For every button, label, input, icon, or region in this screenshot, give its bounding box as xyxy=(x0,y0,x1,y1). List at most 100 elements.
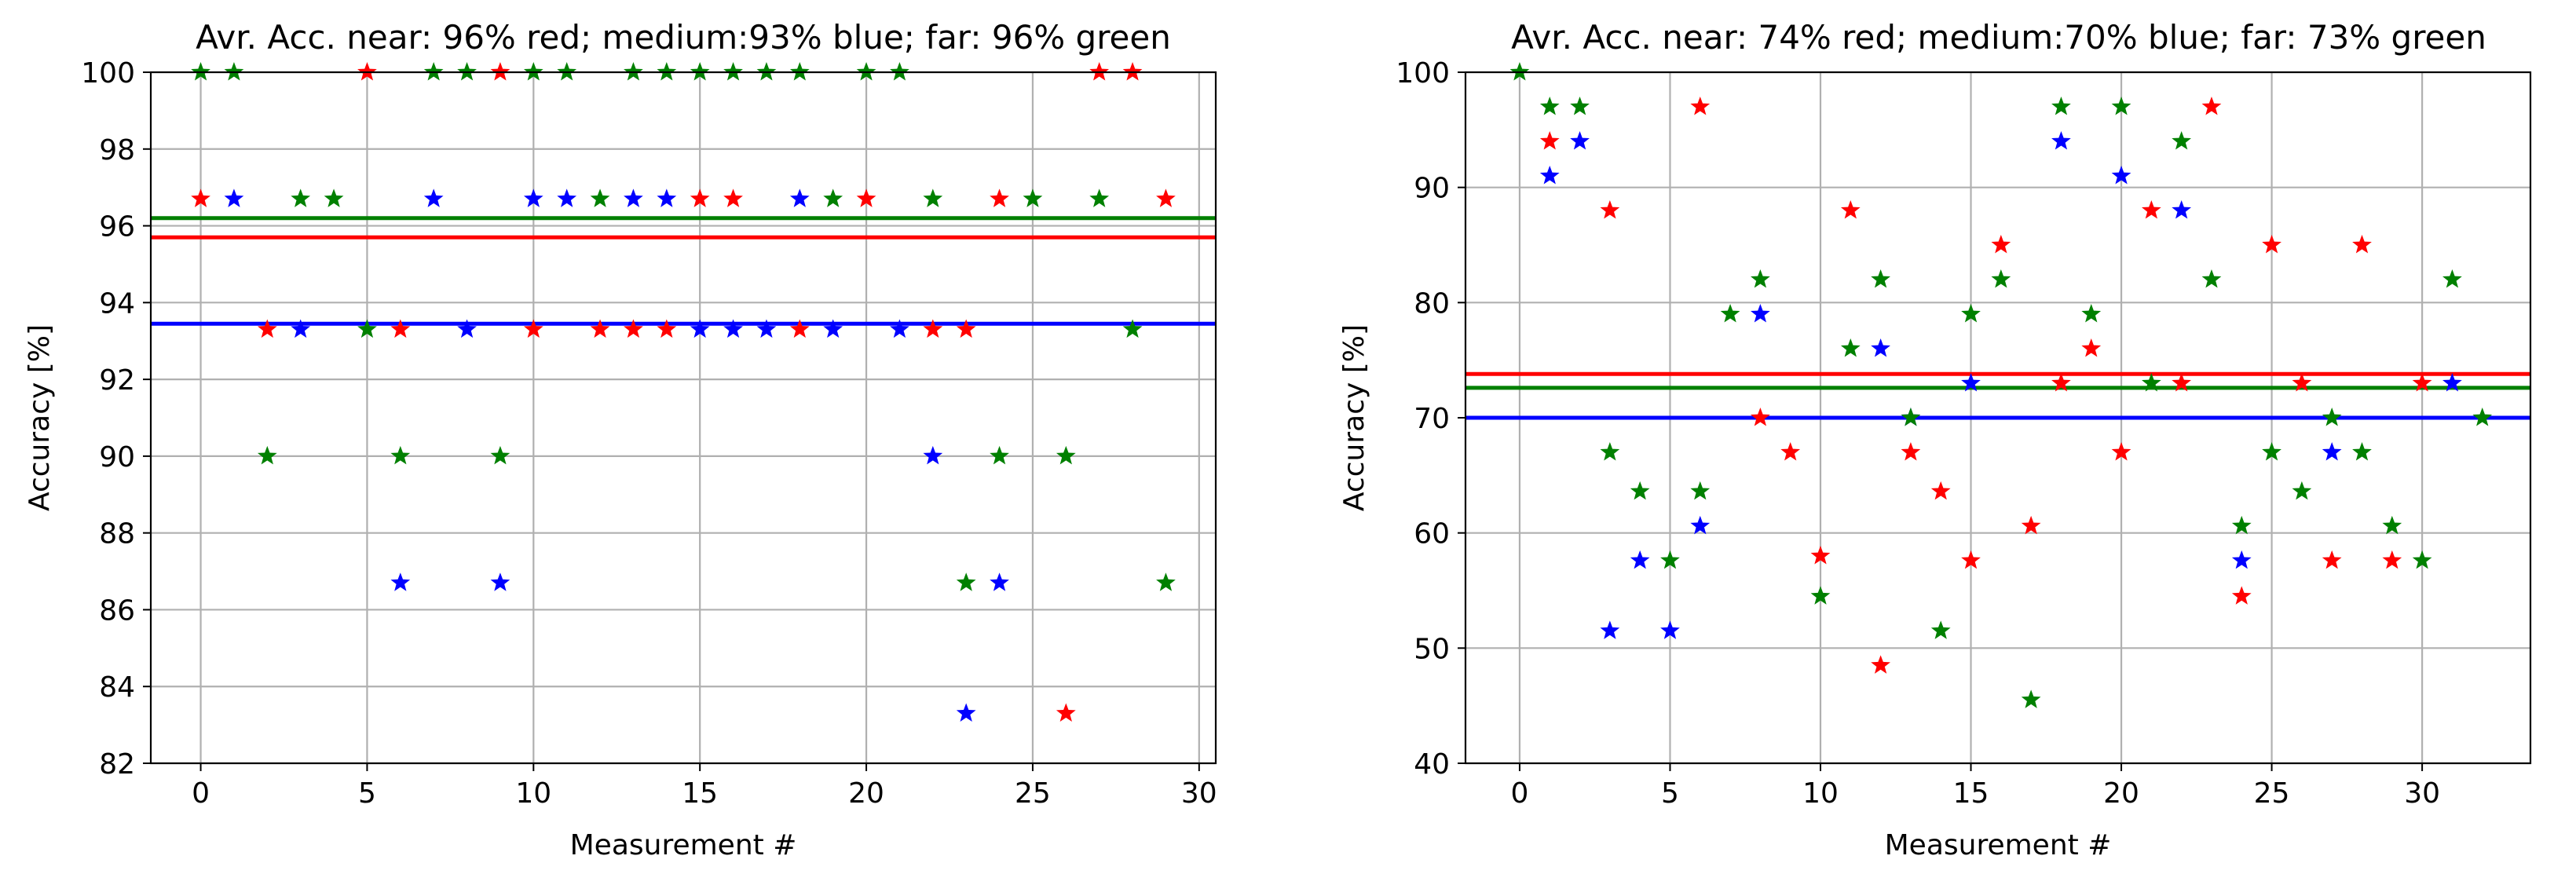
data-point-medium xyxy=(1871,338,1890,357)
data-point-far xyxy=(657,62,676,81)
y-tick-label: 90 xyxy=(99,441,135,474)
data-point-near xyxy=(1540,131,1560,150)
data-point-far xyxy=(2322,408,2342,426)
y-tick-label: 80 xyxy=(1414,287,1450,320)
data-point-medium xyxy=(1570,131,1590,150)
y-tick-label: 40 xyxy=(1414,748,1450,781)
data-point-medium xyxy=(657,188,676,207)
data-point-far xyxy=(723,62,743,81)
y-tick-label: 70 xyxy=(1414,403,1450,435)
data-point-far xyxy=(424,62,444,81)
data-point-far xyxy=(2352,442,2372,461)
data-point-far xyxy=(1630,481,1650,500)
data-point-far xyxy=(2472,408,2492,426)
plot-frame xyxy=(151,72,1216,763)
x-tick-label: 25 xyxy=(1015,777,1051,810)
x-tick-label: 0 xyxy=(192,777,210,810)
data-point-far xyxy=(2382,516,2402,535)
y-tick-label: 100 xyxy=(81,57,135,90)
chart-title: Avr. Acc. near: 96% red; medium:93% blue… xyxy=(196,18,1171,57)
data-point-far xyxy=(1871,269,1890,288)
x-tick-label: 30 xyxy=(2404,777,2440,810)
data-point-near xyxy=(1780,442,1800,461)
x-tick-label: 0 xyxy=(1510,777,1528,810)
x-axis-label: Measurement # xyxy=(570,829,797,861)
y-axis-label: Accuracy [%] xyxy=(1338,324,1370,511)
data-point-near xyxy=(2322,550,2342,569)
data-point-near xyxy=(1601,200,1620,219)
x-tick-label: 10 xyxy=(515,777,551,810)
data-point-near xyxy=(1690,97,1710,115)
data-point-medium xyxy=(557,188,576,207)
x-tick-label: 5 xyxy=(1661,777,1679,810)
data-point-far xyxy=(1540,97,1560,115)
data-point-far xyxy=(1901,408,1921,426)
x-tick-label: 10 xyxy=(1802,777,1839,810)
figure: 0 5 10 15 20 25 30828486889092949698100Avr. Ac… xyxy=(0,0,2576,874)
data-point-medium xyxy=(491,572,510,591)
data-point-far xyxy=(1601,442,1620,461)
y-tick-label: 84 xyxy=(99,671,135,704)
data-point-medium xyxy=(624,188,643,207)
data-point-far xyxy=(2172,131,2191,150)
data-point-far xyxy=(2051,97,2071,115)
data-point-far xyxy=(2022,689,2041,708)
y-tick-label: 86 xyxy=(99,594,135,627)
y-tick-label: 90 xyxy=(1414,173,1450,205)
data-point-near xyxy=(1156,188,1176,207)
data-point-medium xyxy=(923,446,942,465)
data-point-far xyxy=(1156,572,1176,591)
data-point-medium xyxy=(2322,442,2342,461)
data-point-medium xyxy=(424,188,444,207)
data-point-far xyxy=(258,446,277,465)
data-point-near xyxy=(2352,235,2372,254)
y-tick-label: 82 xyxy=(99,748,135,781)
data-point-far xyxy=(1931,620,1951,639)
data-point-near xyxy=(2081,338,2101,357)
data-point-far xyxy=(890,62,909,81)
left-chart: 0 5 10 15 20 25 30 82 84 86 88 90 92 94 96 98 100 Avr. Ac… xyxy=(24,18,1217,861)
data-point-near xyxy=(990,188,1009,207)
data-point-far xyxy=(1841,338,1861,357)
y-tick-label: 100 xyxy=(1396,57,1450,90)
data-point-medium xyxy=(1540,166,1560,185)
data-point-far xyxy=(1570,97,1590,115)
data-point-medium xyxy=(1751,304,1770,323)
data-point-near xyxy=(2022,516,2041,535)
data-point-near xyxy=(1056,703,1076,722)
right-chart: 0 5 10 15 20 25 30 40 50 60 70 80 90 100 Avr. Acc. nea… xyxy=(1338,18,2530,861)
data-point-medium xyxy=(790,188,810,207)
data-point-far xyxy=(990,446,1009,465)
data-point-medium xyxy=(2232,550,2252,569)
data-point-near xyxy=(1871,655,1890,674)
data-point-near xyxy=(1931,481,1951,500)
data-point-far xyxy=(957,572,976,591)
data-point-medium xyxy=(390,572,410,591)
y-tick-label: 50 xyxy=(1414,633,1450,665)
data-point-near xyxy=(723,188,743,207)
data-point-near xyxy=(2382,550,2402,569)
x-tick-label: 30 xyxy=(1181,777,1217,810)
data-point-far xyxy=(1751,269,1770,288)
data-point-far xyxy=(1089,188,1109,207)
x-tick-label: 15 xyxy=(682,777,718,810)
data-point-near xyxy=(1089,62,1109,81)
y-tick-label: 98 xyxy=(99,134,135,166)
data-point-far xyxy=(2442,269,2462,288)
data-point-far xyxy=(1690,481,1710,500)
data-point-medium xyxy=(2051,131,2071,150)
data-point-near xyxy=(1901,442,1921,461)
data-point-far xyxy=(1721,304,1740,323)
chart-title: Avr. Acc. near: 74% red; medium:70% blue… xyxy=(1511,18,2486,57)
data-point-far xyxy=(591,188,610,207)
data-point-near xyxy=(2142,200,2161,219)
data-point-far xyxy=(2202,269,2222,288)
y-tick-label: 60 xyxy=(1414,518,1450,550)
data-point-near xyxy=(1991,235,2011,254)
data-point-near xyxy=(1123,62,1143,81)
data-point-far xyxy=(790,62,810,81)
x-tick-label: 25 xyxy=(2254,777,2290,810)
data-point-far xyxy=(491,446,510,465)
y-tick-label: 94 xyxy=(99,287,135,320)
data-point-far xyxy=(923,188,942,207)
